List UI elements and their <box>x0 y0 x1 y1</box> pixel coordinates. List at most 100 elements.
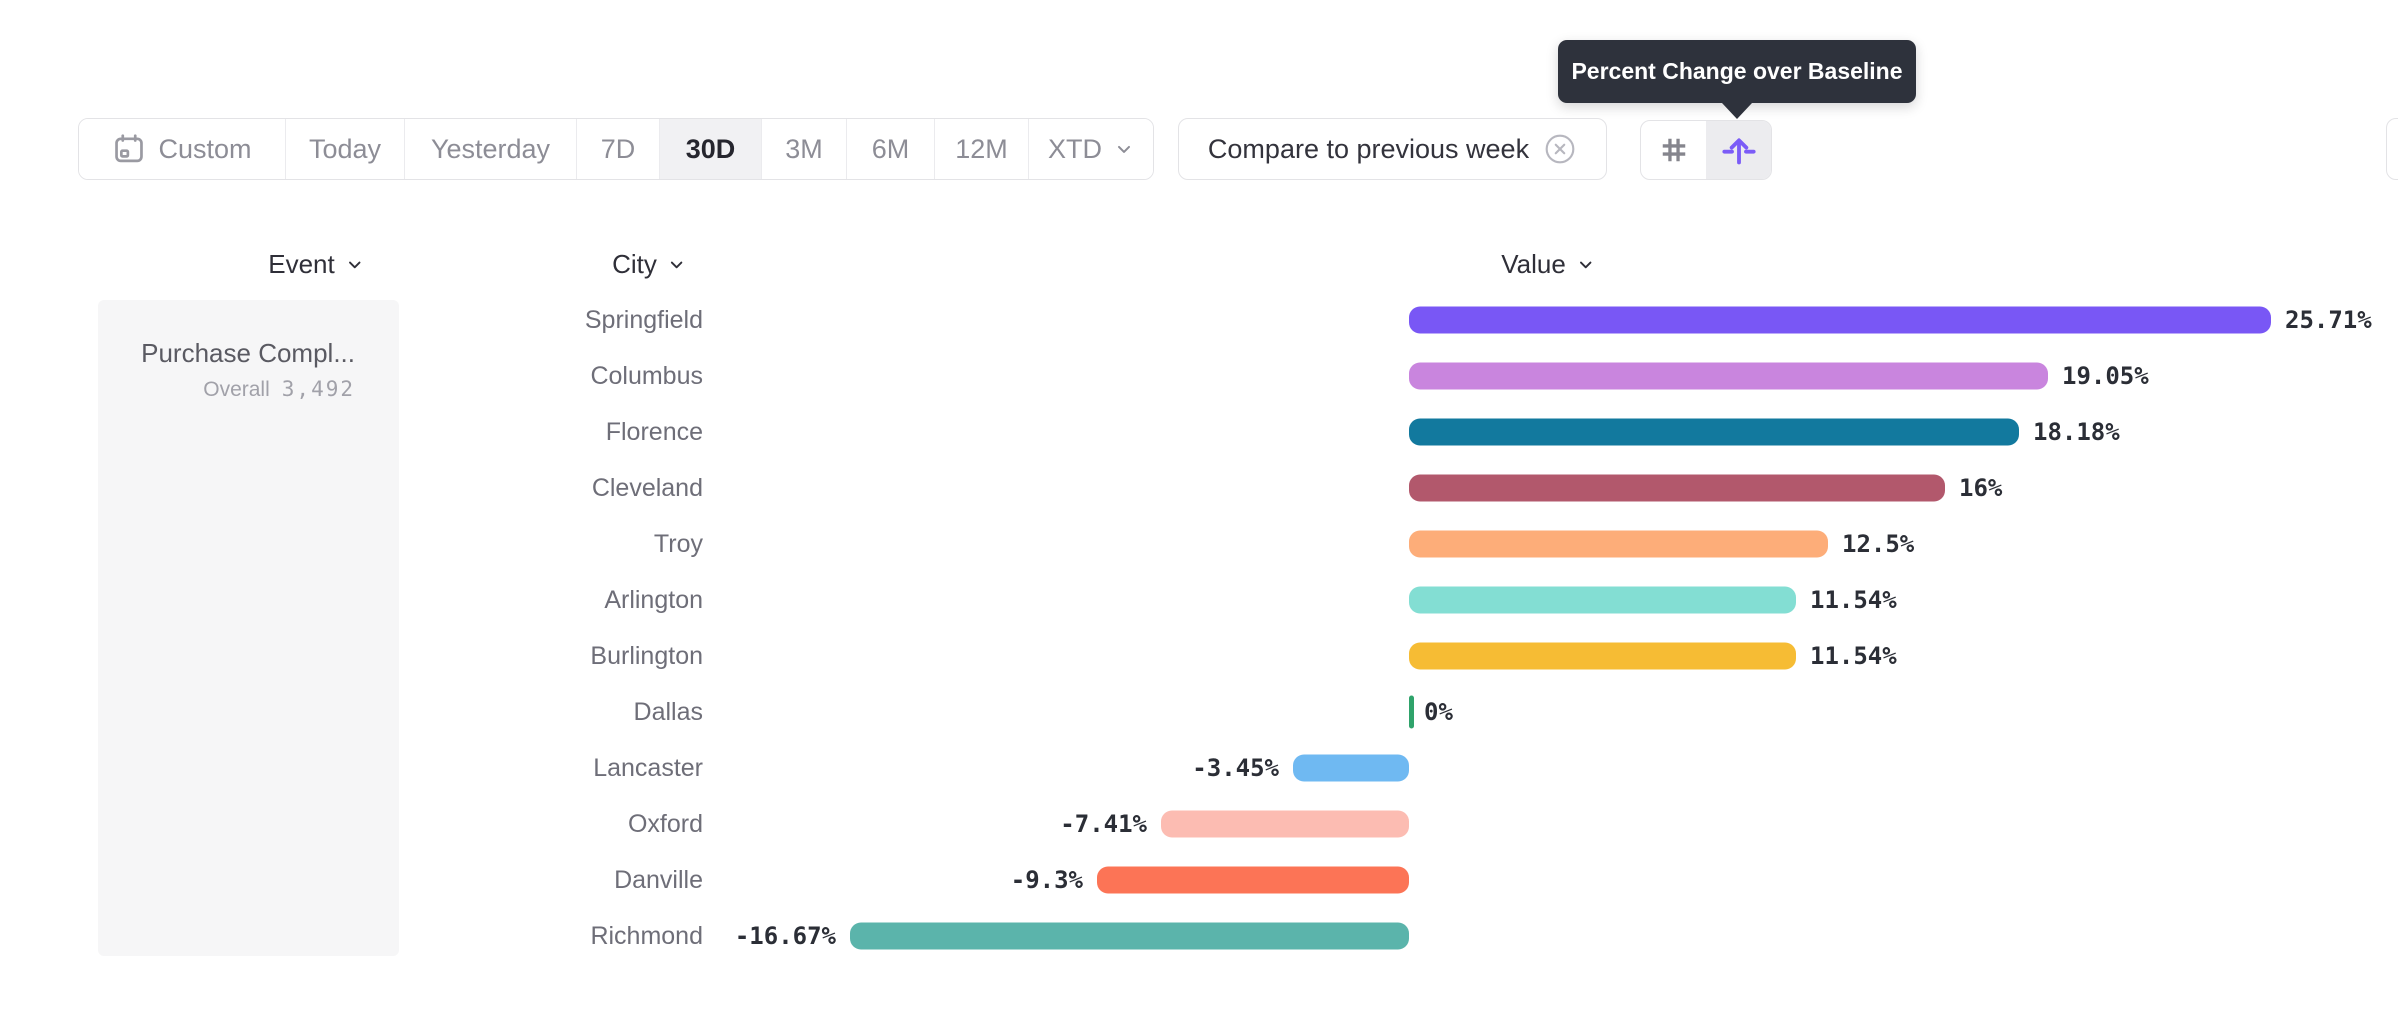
value-bar[interactable] <box>850 922 1409 950</box>
value-label: -3.45% <box>1192 754 1279 782</box>
bar-track: -9.3% <box>703 852 2398 908</box>
value-bar[interactable] <box>1097 866 1409 894</box>
bar-track: -3.45% <box>703 740 2398 796</box>
bar-track: 12.5% <box>703 516 2398 572</box>
range-label: Custom <box>158 133 252 164</box>
value-label: 0% <box>1424 698 1453 726</box>
tooltip-percent-change-over-baseline: Percent Change over Baseline <box>1558 40 1916 103</box>
chart-row: Arlington 11.54% <box>0 572 2398 628</box>
bar-track: 0% <box>703 684 2398 740</box>
number-values-toggle[interactable] <box>1641 121 1706 179</box>
chevron-down-icon <box>348 261 360 268</box>
range-label: Yesterday <box>430 133 551 164</box>
event-overall-row: Overall 3,492 <box>118 377 355 402</box>
zero-tick[interactable] <box>1409 695 1414 729</box>
city-label: Columbus <box>590 361 703 390</box>
range-label: Today <box>308 133 382 164</box>
city-label: Danville <box>614 865 703 894</box>
value-bar[interactable] <box>1409 530 1828 558</box>
overall-label: Overall <box>203 378 270 401</box>
chart-row: Lancaster -3.45% <box>0 740 2398 796</box>
value-bar[interactable] <box>1409 474 1945 502</box>
city-label: Springfield <box>584 305 703 334</box>
bar-track: 18.18% <box>703 404 2398 460</box>
city-label: Burlington <box>590 641 703 670</box>
city-label: Lancaster <box>593 753 703 782</box>
value-label: -7.41% <box>1060 810 1147 838</box>
value-bar[interactable] <box>1409 362 2048 390</box>
percent-change-baseline-icon <box>1721 138 1756 165</box>
column-header-event[interactable]: Event <box>268 246 364 282</box>
range-label: XTD <box>1048 133 1102 164</box>
chart-row: Troy 12.5% <box>0 516 2398 572</box>
range-label: 7D <box>600 133 636 164</box>
bar-track: 16% <box>703 460 2398 516</box>
number-values-icon <box>1662 138 1685 162</box>
bar-track: 19.05% <box>703 348 2398 404</box>
value-label: -16.67% <box>734 922 836 950</box>
overall-value: 3,492 <box>281 377 355 401</box>
column-label: Event <box>268 248 335 279</box>
value-bar[interactable] <box>1409 418 2019 446</box>
bar-chart: Springfield 25.71% Columbus 19.05% Florence 1… <box>0 292 2398 964</box>
range-label: 12M <box>955 133 1008 164</box>
bar-track: -16.67% <box>703 908 2398 964</box>
range-button-12m[interactable]: 12M <box>934 119 1028 179</box>
bar-track: 11.54% <box>703 572 2398 628</box>
percent-change-baseline-toggle[interactable] <box>1706 121 1771 179</box>
value-display-toggle <box>1640 120 1772 180</box>
range-button-custom[interactable]: Custom <box>79 119 285 179</box>
value-label: 25.71% <box>2285 306 2372 334</box>
range-button-yesterday[interactable]: Yesterday <box>404 119 576 179</box>
event-title: Purchase Compl... <box>141 338 355 368</box>
chart-row: Columbus 19.05% <box>0 348 2398 404</box>
value-label: 12.5% <box>1842 530 1915 558</box>
range-button-today[interactable]: Today <box>285 119 404 179</box>
value-bar[interactable] <box>1409 306 2271 334</box>
range-button-7d[interactable]: 7D <box>576 119 659 179</box>
chart-row: Richmond -16.67% <box>0 908 2398 964</box>
city-label: Florence <box>605 417 703 446</box>
range-button-3m[interactable]: 3M <box>761 119 846 179</box>
edge-cutoff-button[interactable] <box>2386 118 2398 180</box>
chart-row: Cleveland 16% <box>0 460 2398 516</box>
city-label: Richmond <box>590 921 703 950</box>
chart-row: Burlington 11.54% <box>0 628 2398 684</box>
value-label: 11.54% <box>1810 642 1897 670</box>
range-button-6m[interactable]: 6M <box>846 119 934 179</box>
range-label: 30D <box>685 133 736 164</box>
city-label: Troy <box>653 529 703 558</box>
city-label: Oxford <box>627 809 703 838</box>
chevron-down-icon <box>670 261 683 268</box>
bar-track: 25.71% <box>703 292 2398 348</box>
event-panel[interactable]: Purchase Compl... Overall 3,492 <box>98 300 399 956</box>
chart-row: Oxford -7.41% <box>0 796 2398 852</box>
value-bar[interactable] <box>1409 586 1796 614</box>
value-label: 19.05% <box>2062 362 2149 390</box>
value-label: -9.3% <box>1010 866 1083 894</box>
bar-track: -7.41% <box>703 796 2398 852</box>
value-bar[interactable] <box>1409 642 1796 670</box>
chart-row: Springfield 25.71% <box>0 292 2398 348</box>
city-label: Dallas <box>633 697 703 726</box>
chart-row: Florence 18.18% <box>0 404 2398 460</box>
column-header-city[interactable]: City <box>612 246 686 282</box>
range-label: 3M <box>785 133 823 164</box>
range-button-xtd[interactable]: XTD <box>1028 119 1153 179</box>
calendar-icon <box>115 134 144 163</box>
range-button-30d[interactable]: 30D <box>659 119 761 179</box>
chevron-down-icon <box>1118 145 1130 153</box>
tooltip-text: Percent Change over Baseline <box>1571 58 1903 84</box>
value-bar[interactable] <box>1161 810 1409 838</box>
chart-row: Dallas 0% <box>0 684 2398 740</box>
value-label: 11.54% <box>1810 586 1897 614</box>
range-label: 6M <box>871 133 910 164</box>
remove-compare-icon[interactable] <box>1543 132 1577 166</box>
value-bar[interactable] <box>1293 754 1409 782</box>
value-label: 18.18% <box>2033 418 2120 446</box>
city-label: Cleveland <box>591 473 703 502</box>
compare-to-previous-week-button[interactable]: Compare to previous week <box>1178 118 1607 180</box>
column-header-value[interactable]: Value <box>1501 246 1595 282</box>
column-label: City <box>612 248 657 279</box>
chevron-down-icon <box>1579 261 1591 268</box>
